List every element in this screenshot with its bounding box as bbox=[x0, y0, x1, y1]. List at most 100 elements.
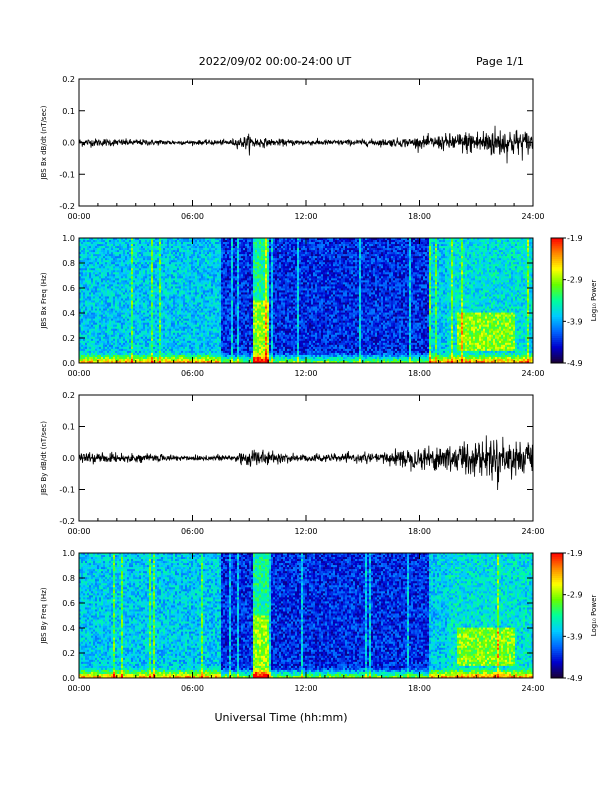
spectrogram-cell bbox=[107, 345, 109, 347]
spectrogram-cell bbox=[205, 256, 207, 258]
spectrogram-cell bbox=[213, 278, 215, 280]
spectrogram-cell bbox=[165, 262, 167, 264]
spectrogram-cell bbox=[203, 274, 205, 276]
spectrogram-cell bbox=[203, 357, 205, 359]
spectrogram-cell bbox=[115, 284, 117, 286]
spectrogram-cell bbox=[129, 250, 131, 252]
spectrogram-cell bbox=[163, 246, 165, 248]
spectrogram-cell bbox=[139, 339, 141, 341]
spectrogram-cell bbox=[229, 327, 231, 329]
spectrogram-cell bbox=[203, 288, 205, 290]
spectrogram-cell bbox=[95, 307, 97, 309]
spectrogram-cell bbox=[219, 270, 221, 272]
spectrogram-cell bbox=[211, 242, 213, 244]
spectrogram-cell bbox=[137, 317, 139, 319]
spectrogram-cell bbox=[111, 250, 113, 252]
spectrogram-cell bbox=[205, 294, 207, 296]
spectrogram-cell bbox=[159, 262, 161, 264]
spectrogram-cell bbox=[189, 246, 191, 248]
spectrogram-cell bbox=[133, 266, 135, 268]
spectrogram-cell bbox=[225, 303, 227, 305]
spectrogram-cell bbox=[201, 301, 203, 303]
spectrogram-cell bbox=[197, 319, 199, 321]
spectrogram-cell bbox=[175, 262, 177, 264]
spectrogram-cell bbox=[137, 260, 139, 262]
spectrogram-cell bbox=[81, 329, 83, 331]
spectrogram-cell bbox=[165, 294, 167, 296]
spectrogram-cell bbox=[85, 339, 87, 341]
spectrogram-cell bbox=[103, 345, 105, 347]
spectrogram-cell bbox=[115, 315, 117, 317]
spectrogram-cell bbox=[211, 278, 213, 280]
spectrogram-cell bbox=[127, 325, 129, 327]
spectrogram-cell bbox=[109, 309, 111, 311]
spectrogram-cell bbox=[153, 313, 155, 315]
spectrogram-cell bbox=[161, 335, 163, 337]
spectrogram-cell bbox=[201, 278, 203, 280]
spectrogram-cell bbox=[97, 345, 99, 347]
spectrogram-cell bbox=[179, 311, 181, 313]
spectrogram-cell bbox=[107, 290, 109, 292]
spectrogram-cell bbox=[223, 351, 225, 353]
spectrogram-cell bbox=[131, 298, 133, 300]
spectrogram-cell bbox=[143, 315, 145, 317]
spectrogram-cell bbox=[167, 321, 169, 323]
spectrogram-cell bbox=[99, 280, 101, 282]
spectrogram-cell bbox=[233, 335, 235, 337]
spectrogram-cell bbox=[237, 270, 239, 272]
spectrogram-cell bbox=[187, 250, 189, 252]
spectrogram-cell bbox=[185, 321, 187, 323]
spectrogram-cell bbox=[119, 301, 121, 303]
spectrogram-cell bbox=[167, 303, 169, 305]
spectrogram-cell bbox=[203, 242, 205, 244]
spectrogram-cell bbox=[159, 246, 161, 248]
spectrogram-cell bbox=[167, 258, 169, 260]
spectrogram-cell bbox=[209, 276, 211, 278]
spectrogram-cell bbox=[123, 351, 125, 353]
spectrogram-cell bbox=[237, 242, 239, 244]
spectrogram-cell bbox=[101, 307, 103, 309]
spectrogram-cell bbox=[199, 311, 201, 313]
spectrogram-cell bbox=[127, 301, 129, 303]
spectrogram-cell bbox=[85, 258, 87, 260]
spectrogram-cell bbox=[85, 248, 87, 250]
spectrogram-cell bbox=[99, 347, 101, 349]
spectrogram-cell bbox=[207, 272, 209, 274]
spectrogram-cell bbox=[185, 286, 187, 288]
spectrogram-cell bbox=[183, 254, 185, 256]
spectrogram-cell bbox=[111, 282, 113, 284]
spectrogram-cell bbox=[207, 305, 209, 307]
spectrogram-cell bbox=[175, 260, 177, 262]
spectrogram-cell bbox=[229, 278, 231, 280]
spectrogram-cell bbox=[139, 268, 141, 270]
spectrogram-cell bbox=[115, 355, 117, 357]
spectrogram-cell bbox=[95, 298, 97, 300]
spectrogram-cell bbox=[87, 339, 89, 341]
spectrogram-cell bbox=[215, 357, 217, 359]
spectrogram-cell bbox=[81, 246, 83, 248]
spectrogram-cell bbox=[121, 250, 123, 252]
spectrogram-cell bbox=[195, 353, 197, 355]
spectrogram-cell bbox=[225, 294, 227, 296]
spectrogram-cell bbox=[225, 270, 227, 272]
spectrogram-cell bbox=[87, 258, 89, 260]
spectrogram-cell bbox=[179, 325, 181, 327]
spectrogram-cell bbox=[171, 280, 173, 282]
spectrogram-cell bbox=[107, 270, 109, 272]
spectrogram-cell bbox=[179, 341, 181, 343]
spectrogram-cell bbox=[187, 244, 189, 246]
spectrogram-cell bbox=[131, 341, 133, 343]
spectrogram-cell bbox=[233, 242, 235, 244]
spectrogram-cell bbox=[111, 262, 113, 264]
spectrogram-cell bbox=[95, 313, 97, 315]
spectrogram-cell bbox=[137, 296, 139, 298]
spectrogram-cell bbox=[147, 296, 149, 298]
spectrogram-cell bbox=[221, 335, 223, 337]
spectrogram-cell bbox=[105, 347, 107, 349]
spectrogram-cell bbox=[175, 307, 177, 309]
spectrogram-cell bbox=[231, 325, 233, 327]
spectrogram-cell bbox=[227, 311, 229, 313]
spectrogram-cell bbox=[203, 319, 205, 321]
spectrogram-cell bbox=[161, 303, 163, 305]
spectrogram-cell bbox=[217, 303, 219, 305]
